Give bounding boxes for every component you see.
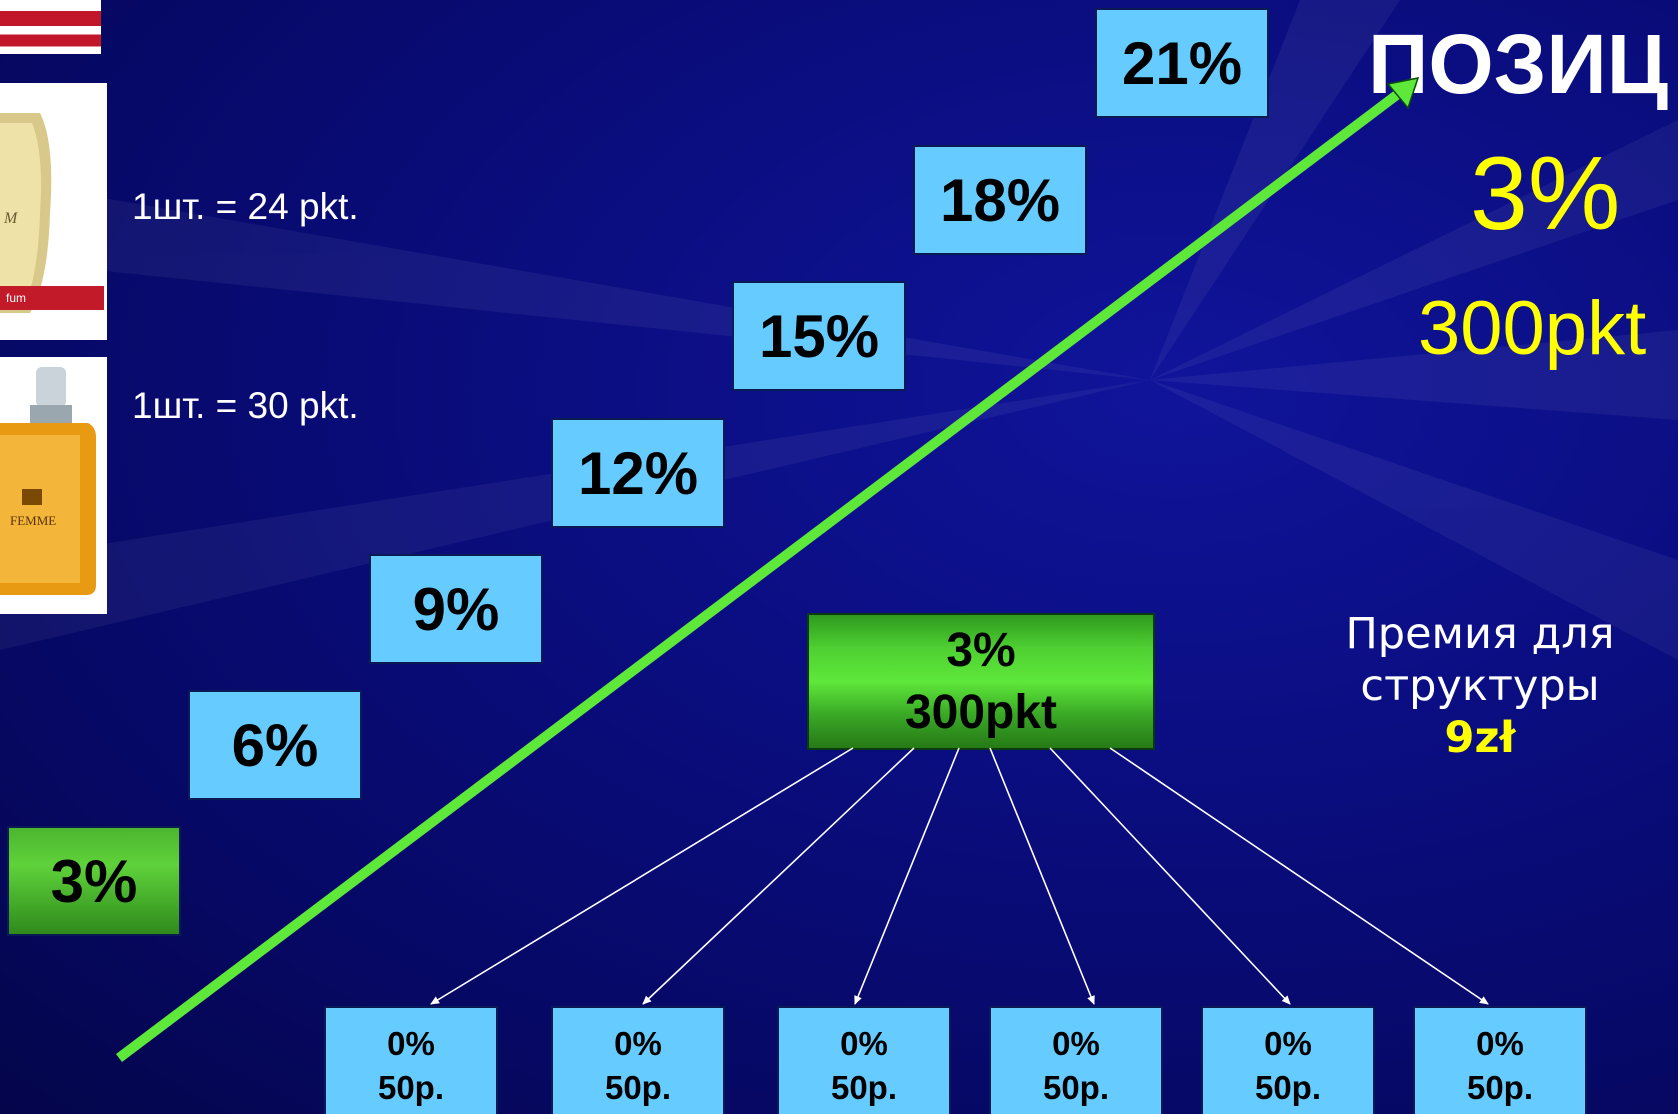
- center-points: 300pkt: [904, 685, 1058, 739]
- child-box: 0% 50p.: [1201, 1006, 1375, 1114]
- child-box: 0% 50p.: [777, 1006, 951, 1114]
- child-points: 50p.: [377, 1069, 445, 1106]
- perfume-bottle-white-box: fum M: [0, 83, 107, 340]
- svg-text:FEMME: FEMME: [10, 513, 56, 528]
- child-points: 50p.: [1042, 1069, 1110, 1106]
- position-points: 300pkt: [1418, 286, 1647, 371]
- step-box-3: 3%: [7, 826, 181, 936]
- child-points: 50p.: [604, 1069, 672, 1106]
- child-points: 50p.: [1254, 1069, 1322, 1106]
- child-percent: 0%: [387, 1025, 435, 1062]
- bonus-amount: 9zł: [1444, 713, 1516, 763]
- position-title: ПОЗИЦ: [1368, 17, 1669, 111]
- step-box-18: 18%: [913, 145, 1087, 255]
- step-box-21: 21%: [1095, 8, 1269, 118]
- child-points: 50p.: [1466, 1069, 1534, 1106]
- child-percent: 0%: [1476, 1025, 1524, 1062]
- svg-text:M: M: [3, 210, 19, 227]
- child-box: 0% 50p.: [989, 1006, 1163, 1114]
- child-box: 0% 50p.: [1413, 1006, 1587, 1114]
- position-percent: 3%: [1470, 136, 1621, 252]
- bonus-line-1: Премия для: [1345, 609, 1615, 659]
- step-box-9: 9%: [369, 554, 543, 664]
- product-points-2: 1шт. = 30 pkt.: [132, 385, 359, 426]
- child-percent: 0%: [840, 1025, 888, 1062]
- child-percent: 0%: [1264, 1025, 1312, 1062]
- product-points-1: 1шт. = 24 pkt.: [132, 186, 359, 227]
- child-percent: 0%: [614, 1025, 662, 1062]
- child-box: 0% 50p.: [551, 1006, 725, 1114]
- bonus-line-2: структуры: [1360, 661, 1600, 711]
- step-box-12: 12%: [551, 418, 725, 528]
- svg-text:fum: fum: [6, 291, 26, 305]
- center-box: 3% 300pkt: [807, 613, 1155, 750]
- center-percent: 3%: [946, 623, 1016, 677]
- flag-image: [0, 0, 101, 54]
- child-points: 50p.: [830, 1069, 898, 1106]
- child-percent: 0%: [1052, 1025, 1100, 1062]
- step-box-6: 6%: [188, 690, 362, 800]
- perfume-bottle-amber: FEMME: [0, 357, 107, 614]
- child-box: 0% 50p.: [324, 1006, 498, 1114]
- structure-bonus: Премия для структуры 9zł: [1300, 608, 1660, 764]
- step-box-15: 15%: [732, 281, 906, 391]
